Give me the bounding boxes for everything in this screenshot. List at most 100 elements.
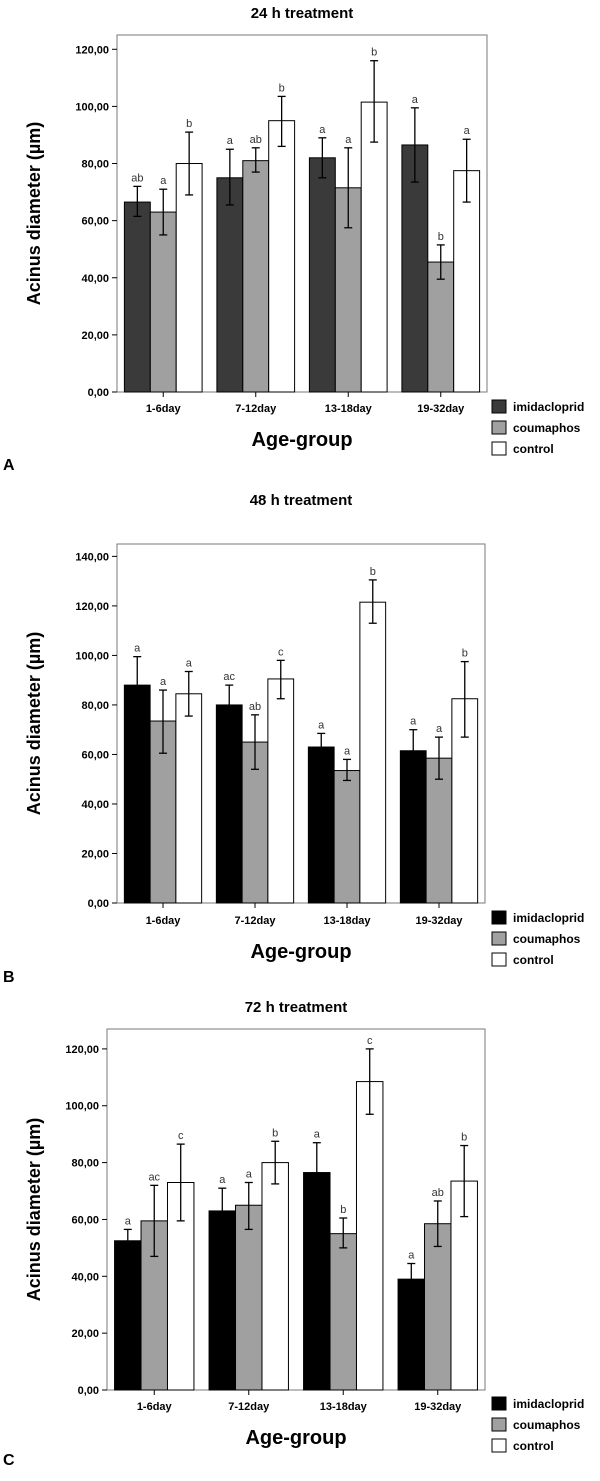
- significance-letter: c: [367, 1035, 373, 1047]
- significance-letter: b: [272, 1127, 278, 1139]
- y-tick-label: 20,00: [71, 1328, 99, 1340]
- significance-letter: a: [412, 94, 419, 106]
- bar-imidacloprid-19-32day: [399, 750, 427, 904]
- bar-control-13-18day: [355, 1081, 384, 1391]
- legend: imidacloprid coumaphos control: [491, 399, 584, 456]
- x-tick-label: 1-6day: [146, 915, 182, 927]
- chart-panel-b: 48 h treatment 0,00 20,00 40,00 60,00 80,00 10…: [3, 492, 584, 986]
- chart-panel-a: 24 h treatment 0,00 20,00 40,00 60,00 80,00 10…: [3, 5, 584, 474]
- legend-label-control: control: [513, 442, 554, 456]
- legend-swatch-control: [491, 1438, 507, 1453]
- significance-letter: a: [160, 676, 167, 688]
- legend-swatch-coumaphos: [491, 931, 507, 946]
- significance-letter: a: [464, 125, 471, 137]
- significance-letter: a: [344, 745, 351, 757]
- significance-letter: ab: [250, 134, 262, 146]
- significance-letter: b: [371, 47, 377, 59]
- chart-title: 48 h treatment: [250, 492, 353, 509]
- significance-letter: a: [186, 658, 193, 670]
- bar-control-1-6day: [175, 163, 203, 393]
- x-tick-label: 1-6day: [146, 403, 182, 415]
- bar-coumaphos-13-18day: [329, 1233, 357, 1391]
- y-tick-label: 60,00: [71, 1214, 99, 1226]
- significance-letter: a: [125, 1215, 132, 1227]
- bar-coumaphos-13-18day: [333, 770, 361, 904]
- y-tick-label: 40,00: [81, 799, 109, 811]
- legend-swatch-imidacloprid: [491, 910, 507, 925]
- y-tick-label: 20,00: [81, 848, 109, 860]
- significance-letter: c: [278, 646, 284, 658]
- significance-letter: b: [438, 231, 444, 243]
- significance-letter: c: [178, 1130, 184, 1142]
- significance-letter: a: [314, 1129, 321, 1141]
- panel-label: B: [3, 969, 15, 986]
- bar-coumaphos-19-32day: [424, 1223, 452, 1391]
- x-tick-label: 13-18day: [323, 915, 371, 927]
- y-tick-label: 60,00: [81, 749, 109, 761]
- bar-imidacloprid-1-6day: [123, 684, 151, 904]
- y-tick-label: 140,00: [75, 551, 109, 563]
- x-tick-label: 19-32day: [414, 1401, 462, 1413]
- significance-letter: a: [408, 1250, 415, 1262]
- x-tick-label: 19-32day: [417, 403, 465, 415]
- y-tick-label: 0,00: [88, 898, 109, 910]
- significance-letter: ac: [148, 1171, 160, 1183]
- bar-imidacloprid-13-18day: [303, 1172, 331, 1391]
- y-tick-label: 120,00: [75, 44, 109, 56]
- x-tick-label: 7-12day: [235, 403, 277, 415]
- significance-letter: a: [160, 175, 167, 187]
- y-tick-label: 120,00: [75, 601, 109, 613]
- bar-control-13-18day: [360, 101, 388, 393]
- legend-label-control: control: [513, 953, 554, 967]
- bar-control-1-6day: [175, 693, 203, 904]
- significance-letter: b: [370, 566, 376, 578]
- y-tick-label: 80,00: [81, 159, 109, 171]
- x-axis-label: Age-group: [245, 1427, 346, 1449]
- legend: imidacloprid coumaphos control: [491, 1396, 584, 1453]
- bar-coumaphos-19-32day: [425, 757, 453, 904]
- legend-swatch-control: [491, 441, 507, 456]
- significance-letter: b: [340, 1204, 346, 1216]
- x-tick-label: 13-18day: [325, 403, 373, 415]
- significance-letter: b: [462, 648, 468, 660]
- y-axis-label: Acinus diameter (µm): [24, 632, 44, 815]
- chart-title: 72 h treatment: [245, 999, 348, 1016]
- x-tick-label: 19-32day: [415, 915, 463, 927]
- bar-imidacloprid-7-12day: [208, 1210, 237, 1391]
- legend-label-imidacloprid: imidacloprid: [513, 911, 584, 925]
- legend-swatch-coumaphos: [491, 420, 507, 435]
- panel-label: A: [3, 457, 15, 474]
- significance-letter: b: [279, 82, 285, 94]
- legend-swatch-control: [491, 952, 507, 967]
- y-tick-label: 80,00: [81, 700, 109, 712]
- y-tick-label: 120,00: [65, 1044, 99, 1056]
- significance-letter: a: [318, 719, 325, 731]
- y-tick-label: 0,00: [88, 387, 109, 399]
- y-tick-label: 100,00: [75, 650, 109, 662]
- legend-label-coumaphos: coumaphos: [513, 932, 581, 946]
- y-tick-label: 40,00: [71, 1271, 99, 1283]
- legend: imidacloprid coumaphos control: [491, 910, 584, 967]
- y-tick-label: 40,00: [81, 273, 109, 285]
- significance-letter: a: [345, 134, 352, 146]
- bar-coumaphos-1-6day: [149, 211, 177, 393]
- x-axis-label: Age-group: [251, 429, 352, 451]
- bar-control-7-12day: [268, 120, 296, 393]
- y-axis-label: Acinus diameter (µm): [24, 122, 44, 305]
- bar-control-7-12day: [261, 1162, 289, 1391]
- bar-imidacloprid-1-6day: [114, 1240, 142, 1391]
- significance-letter: ab: [432, 1187, 444, 1199]
- bar-coumaphos-19-32day: [427, 261, 455, 393]
- y-tick-label: 0,00: [78, 1385, 99, 1397]
- significance-letter: a: [436, 723, 443, 735]
- x-tick-label: 7-12day: [228, 1401, 270, 1413]
- significance-letter: ab: [249, 701, 261, 713]
- significance-letter: a: [227, 135, 234, 147]
- significance-letter: a: [219, 1174, 226, 1186]
- significance-letter: a: [410, 716, 417, 728]
- legend-swatch-imidacloprid: [491, 1396, 507, 1411]
- y-axis-label: Acinus diameter (µm): [24, 1118, 44, 1301]
- y-tick-label: 80,00: [71, 1158, 99, 1170]
- legend-label-imidacloprid: imidacloprid: [513, 400, 584, 414]
